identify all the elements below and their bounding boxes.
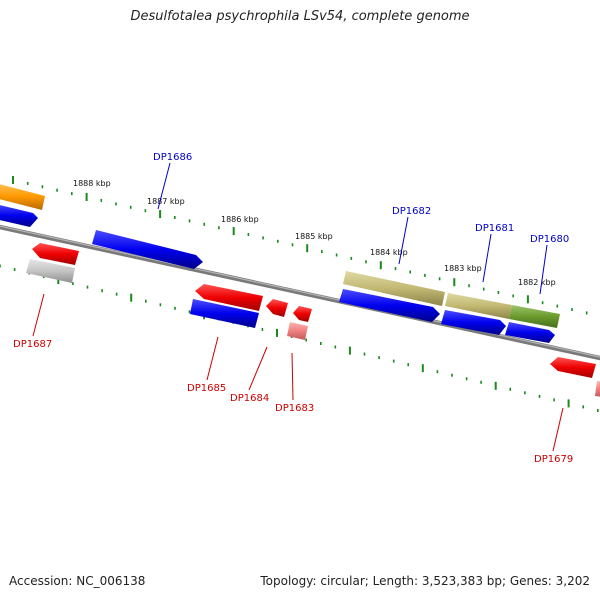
- gene-DP1687-feature[interactable]: [32, 243, 79, 265]
- gene-DP1679-pink-feature[interactable]: [595, 381, 600, 397]
- gene-labels: DP1686 DP1682 DP1681 DP1680 DP1687 DP168…: [13, 152, 573, 465]
- genome-stats-text: Topology: circular; Length: 3,523,383 bp…: [260, 574, 590, 588]
- scale-label: 1886 kbp: [221, 215, 259, 224]
- leader-DP1679: [552, 407, 564, 452]
- scale-label: 1884 kbp: [370, 248, 408, 257]
- accession-text: Accession: NC_006138: [9, 574, 146, 588]
- upper-scale-ticks: [12, 176, 588, 315]
- gene-DP1685-feature[interactable]: [195, 284, 263, 311]
- gene-DP1681-feature[interactable]: [441, 310, 506, 335]
- scale-label: 1887 kbp: [147, 197, 185, 206]
- gene-DP1681-olive-feature[interactable]: [445, 293, 512, 319]
- genome-title: Desulfotalea psychrophila LSv54, complet…: [130, 9, 470, 24]
- scale-label: 1885 kbp: [295, 232, 333, 241]
- gene-label-DP1680[interactable]: DP1680: [530, 234, 569, 245]
- scale-label: 1883 kbp: [444, 264, 482, 273]
- gene-label-DP1679[interactable]: DP1679: [534, 454, 573, 465]
- gene-DP1685-blue-feature[interactable]: [190, 299, 259, 328]
- gene-DP1680-feature[interactable]: [505, 322, 555, 343]
- gene-DP1684-feature[interactable]: [266, 299, 288, 317]
- gene-label-DP1685[interactable]: DP1685: [187, 383, 226, 394]
- leader-DP1684: [248, 346, 268, 391]
- gene-DP1686-feature[interactable]: [92, 230, 203, 269]
- gene-orange-feature[interactable]: [0, 183, 45, 210]
- gene-DP1683-pink-feature[interactable]: [287, 322, 308, 340]
- gene-label-DP1687[interactable]: DP1687: [13, 339, 52, 350]
- forward-features: [0, 183, 560, 343]
- scale-labels: 1888 kbp 1887 kbp 1886 kbp 1885 kbp 1884…: [73, 179, 556, 287]
- scale-label: 1882 kbp: [518, 278, 556, 287]
- leader-DP1685: [206, 336, 219, 381]
- leader-DP1683: [291, 352, 294, 401]
- leader-DP1682: [398, 216, 409, 265]
- gene-DP1680-green-feature[interactable]: [509, 305, 560, 328]
- gene-label-DP1683[interactable]: DP1683: [275, 403, 314, 414]
- leader-DP1686: [157, 162, 171, 210]
- reverse-features: [26, 243, 600, 397]
- scale-label: 1888 kbp: [73, 179, 111, 188]
- gene-DP1682-feature[interactable]: [339, 289, 440, 322]
- label-leaders: [32, 162, 564, 452]
- gene-DP1683-feature[interactable]: [293, 306, 312, 322]
- gene-label-DP1686[interactable]: DP1686: [153, 152, 192, 163]
- genome-backbone-highlight: [0, 225, 600, 358]
- genome-backbone: [0, 224, 600, 361]
- gene-DP1687-gray-feature[interactable]: [26, 259, 75, 283]
- gene-label-DP1684[interactable]: DP1684: [230, 393, 269, 404]
- gene-label-DP1682[interactable]: DP1682: [392, 206, 431, 217]
- leader-DP1681: [482, 233, 492, 283]
- gene-DP1682-olive-feature[interactable]: [343, 271, 445, 306]
- gene-DP1679-feature[interactable]: [550, 357, 596, 378]
- leader-DP1680: [539, 244, 548, 295]
- leader-DP1687: [32, 293, 45, 337]
- gene-blue-feature[interactable]: [0, 204, 38, 227]
- gene-label-DP1681[interactable]: DP1681: [475, 223, 514, 234]
